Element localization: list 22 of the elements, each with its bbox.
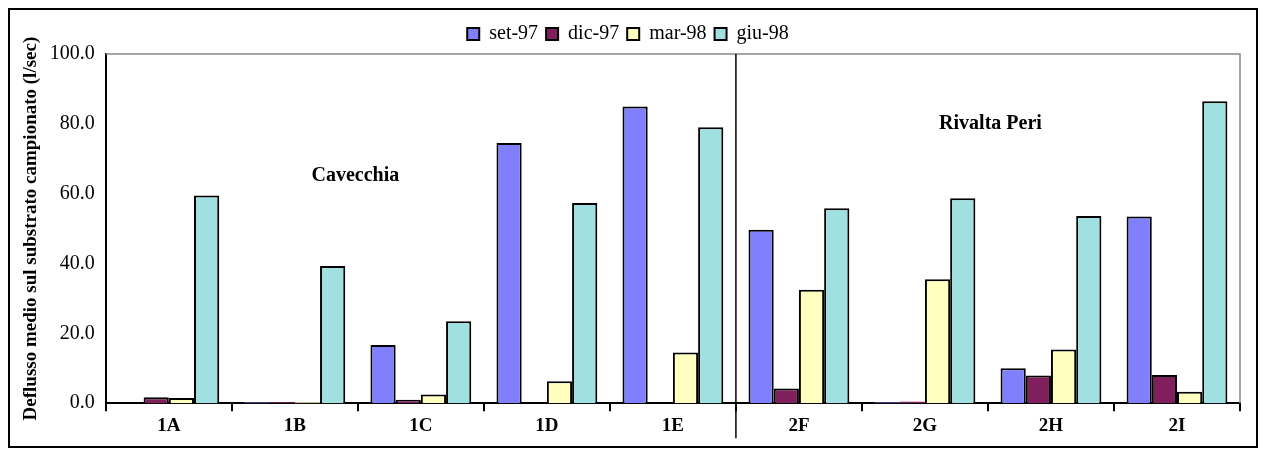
x-tick-label: 2H: [1038, 413, 1064, 435]
y-tick-label: 60.0: [59, 180, 95, 203]
y-tick-label: 100.0: [49, 41, 95, 64]
annotation: Cavecchia: [311, 163, 400, 186]
x-tick-label: 2I: [1168, 413, 1186, 435]
y-tick-label: 40.0: [59, 250, 95, 273]
x-tick-label: 1B: [283, 413, 307, 435]
x-tick-label: 2F: [788, 413, 810, 435]
legend-label: giu-98: [736, 21, 789, 45]
y-tick-label: 20.0: [59, 320, 95, 343]
legend-label: set-97: [489, 21, 539, 44]
legend-label: mar-98: [649, 21, 707, 44]
x-tick-label: 1D: [535, 413, 559, 435]
y-tick-label: 80.0: [59, 111, 95, 134]
x-tick-label: 1A: [157, 413, 181, 435]
legend-label: dic-97: [568, 21, 620, 44]
y-tick-label: 0.0: [69, 390, 95, 413]
y-axis-title: Deflusso medio sul substrato campionato (l/sec): [19, 36, 42, 421]
x-tick-label: 1C: [409, 413, 433, 435]
x-tick-label: 2G: [912, 413, 938, 435]
x-tick-label: 1E: [661, 413, 684, 435]
annotation: Rivalta Peri: [939, 111, 1043, 134]
